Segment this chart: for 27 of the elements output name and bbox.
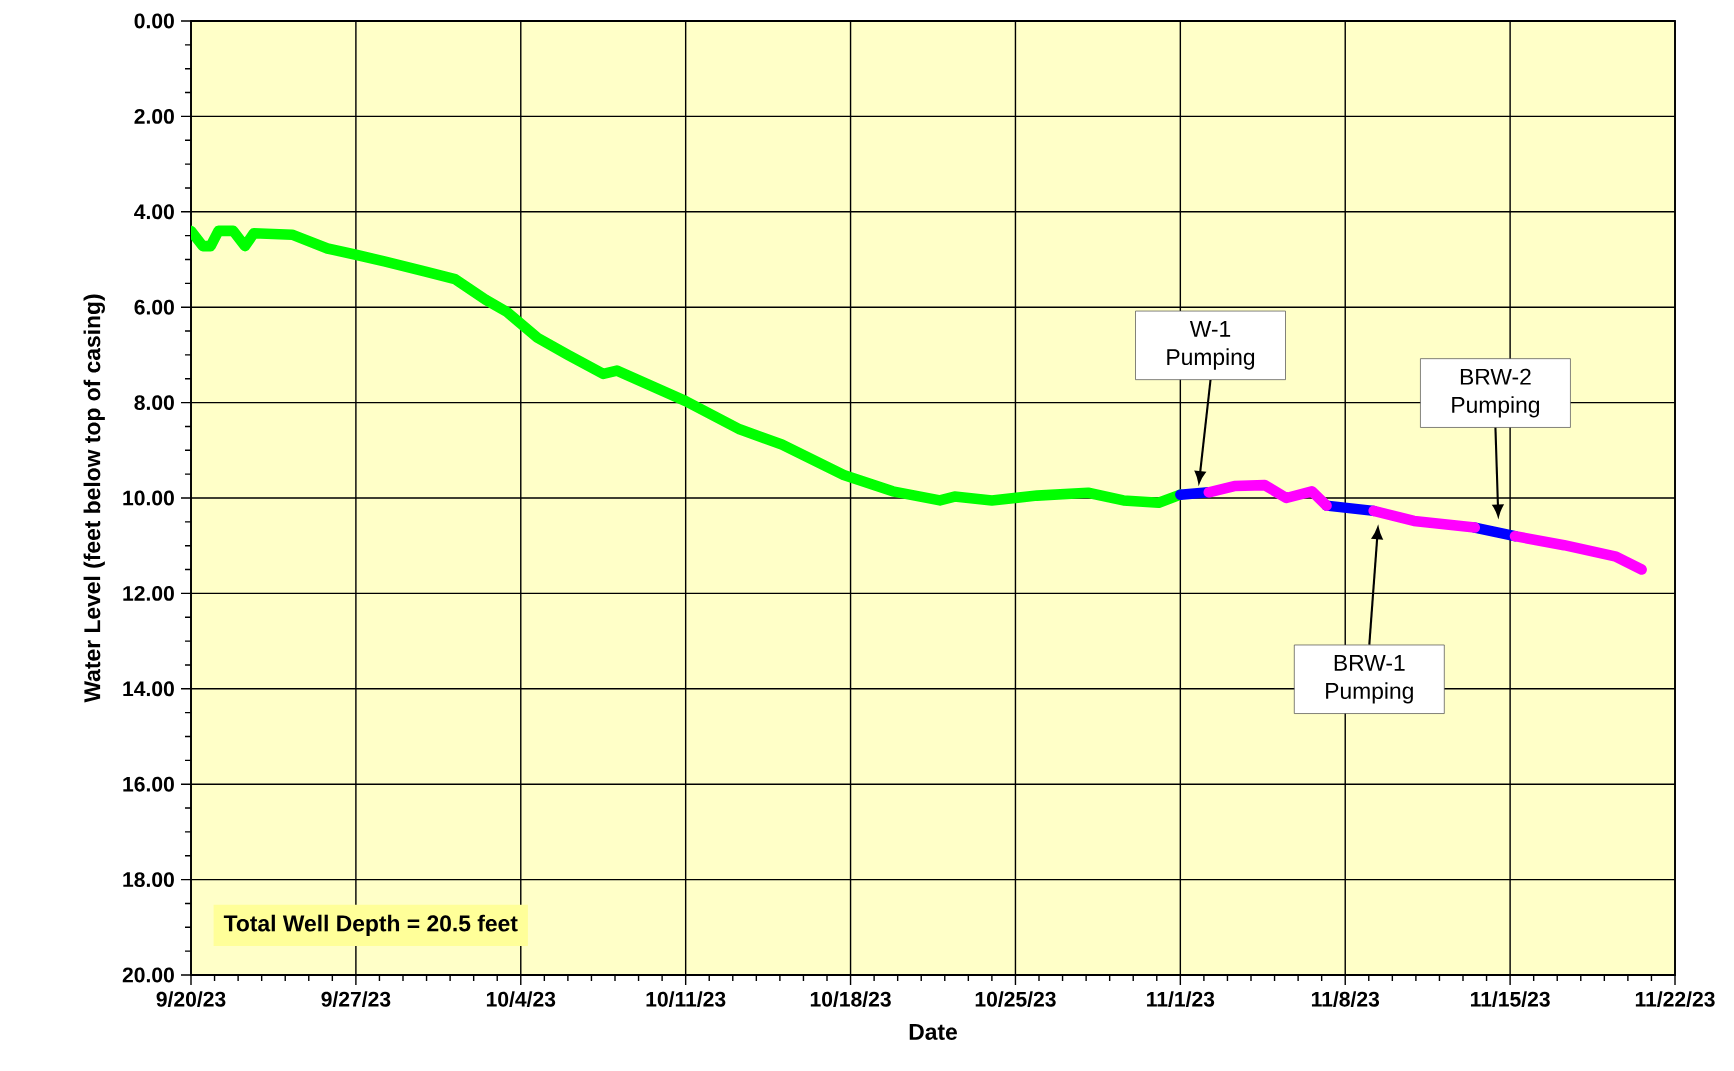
annotation: W-1 Pumping xyxy=(1167,321,1255,370)
y-tick-label: 16.00 xyxy=(123,776,174,792)
y-tick-label: 6.00 xyxy=(134,299,174,315)
y-tick-label: 8.00 xyxy=(134,395,174,411)
annotation: BRW-2 Pumping xyxy=(1452,368,1540,418)
annotation: Total Well Depth = 20.5 feet xyxy=(223,914,518,937)
x-tick-label: 11/15/23 xyxy=(1470,991,1550,1007)
y-axis-title: Water Level (feet below top of casing) xyxy=(83,294,105,703)
x-tick-label: 10/25/23 xyxy=(975,991,1056,1007)
y-tick-label: 2.00 xyxy=(134,108,174,124)
y-tick-label: 20.00 xyxy=(122,967,174,983)
y-tick-label: 10.00 xyxy=(123,490,174,506)
x-tick-label: 11/22/23 xyxy=(1635,991,1715,1007)
x-tick-label: 10/4/23 xyxy=(486,991,556,1007)
x-tick-label: 11/1/23 xyxy=(1147,991,1215,1007)
y-tick-label: 12.00 xyxy=(123,585,174,601)
x-tick-label: 11/8/23 xyxy=(1311,991,1380,1007)
y-tick-label: 18.00 xyxy=(123,872,174,888)
annotation: BRW-1 Pumping xyxy=(1326,654,1413,704)
y-tick-label: 4.00 xyxy=(134,204,174,220)
y-tick-label: 0.00 xyxy=(134,13,174,29)
y-tick-label: 14.00 xyxy=(123,681,174,697)
x-tick-label: 10/11/23 xyxy=(646,991,726,1007)
x-tick-label: 9/27/23 xyxy=(321,991,391,1007)
x-tick-label: 10/18/23 xyxy=(810,991,891,1007)
x-axis-title: Date xyxy=(909,1023,957,1040)
x-tick-label: 9/20/23 xyxy=(156,991,226,1007)
